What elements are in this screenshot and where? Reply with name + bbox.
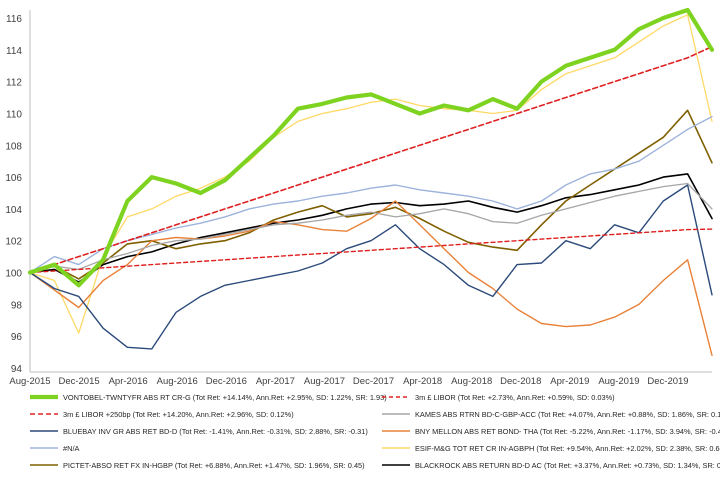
legend-label-4: BLUEBAY INV GR ABS RET BD-D (Tot Ret: -1… [63,427,368,436]
legend-label-1: 3m £ LIBOR (Tot Ret: +2.73%, Ann.Ret: +0… [415,393,615,402]
legend-label-5: BNY MELLON ABS RET BOND- THA (Tot Ret: -… [415,427,720,436]
y-axis: 94 96 98 100 102 104 106 108 110 112 114 116 [5,10,31,375]
legend-label-3: KAMES ABS RTRN BD-C-GBP-ACC (Tot Ret: +4… [415,410,720,419]
legend-label-0: VONTOBEL-TWNTYFR ABS RT CR-G (Tot Ret: +… [63,393,387,402]
legend-label-2: 3m £ LIBOR +250bp (Tot Ret: +14.20%, Ann… [63,410,294,419]
series-line-9 [29,173,713,283]
series-line-2 [29,45,713,274]
y-tick-label: 106 [5,173,22,184]
x-tick-label: Aug-2018 [451,376,492,387]
legend-label-7: ESIF-M&G TOT RET CR IN-AGBPH (Tot Ret: +… [415,444,720,453]
x-tick-label: Aug-2019 [598,376,639,387]
y-tick-label: 114 [6,46,22,57]
x-tick-label: Aug-2017 [304,376,345,387]
y-tick-label: 108 [5,141,22,152]
x-tick-label: Apr-2016 [109,376,148,387]
y-tick-label: 116 [6,14,22,25]
y-tick-label: 94 [11,364,23,375]
x-axis: Aug-2015 Dec-2015 Apr-2016 Aug-2016 Dec-2016… [9,371,712,387]
y-tick-label: 98 [11,300,23,311]
x-tick-label: Aug-2015 [9,376,50,387]
series-line-1 [29,228,713,274]
x-tick-label: Apr-2017 [256,376,295,387]
series-line-8 [29,109,713,280]
x-tick-label: Dec-2017 [353,376,394,387]
x-tick-label: Apr-2018 [403,376,442,387]
series-line-3 [29,182,713,274]
y-tick-label: 110 [6,109,22,120]
y-tick-label: 100 [5,269,22,280]
series-group [27,7,715,356]
series-line-6 [29,115,713,274]
series-line-0 [27,7,715,288]
y-tick-label: 112 [6,78,22,89]
x-tick-label: Dec-2018 [500,376,541,387]
legend: VONTOBEL-TWNTYFR ABS RT CR-G (Tot Ret: +… [30,393,720,470]
series-line-7 [29,14,713,334]
legend-label-9: BLACKROCK ABS RETURN BD-D AC (Tot Ret: +… [415,461,720,470]
legend-label-8: PICTET-ABSO RET FX IN-HGBP (Tot Ret: +6.… [63,461,365,470]
x-tick-label: Aug-2016 [157,376,198,387]
x-tick-label: Dec-2016 [206,376,247,387]
y-tick-label: 102 [5,237,22,248]
x-tick-label: Apr-2019 [550,376,589,387]
series-line-4 [29,184,713,350]
y-tick-label: 96 [11,332,23,343]
legend-label-6: #N/A [63,444,80,453]
y-tick-label: 104 [5,205,22,216]
x-tick-label: Dec-2015 [58,376,99,387]
x-tick-label: Dec-2019 [647,376,688,387]
